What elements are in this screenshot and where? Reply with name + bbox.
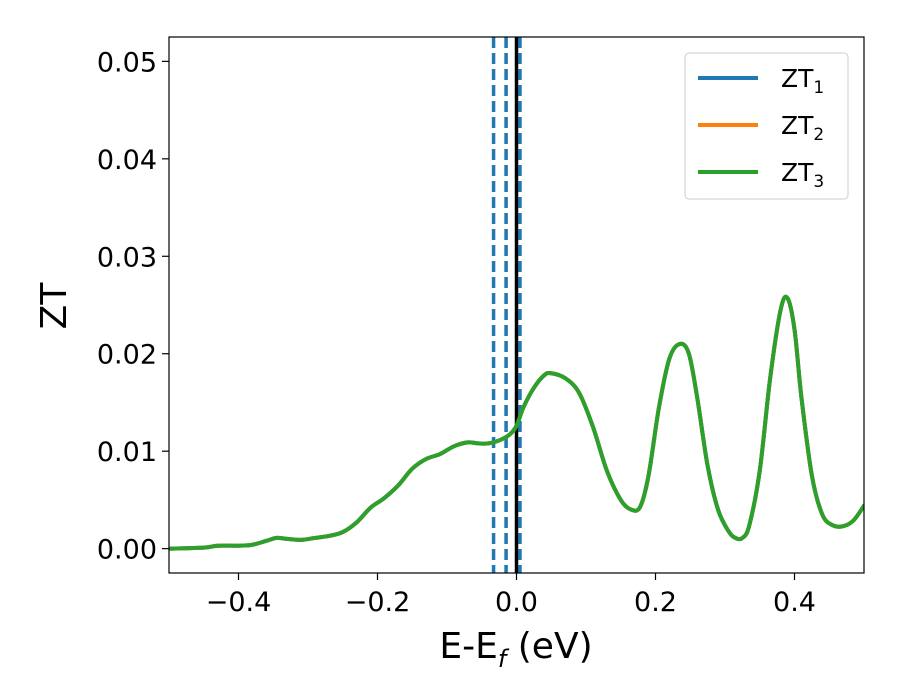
x-tick-label: 0.4 [773,587,816,618]
x-axis-title: E-Ef (eV) [439,626,592,673]
y-tick-label: 0.04 [97,145,157,176]
legend-sub-zt1: 1 [813,78,824,98]
y-axis: 0.00 0.01 0.02 0.03 0.04 0.05 [97,47,169,565]
legend: ZT1 ZT2 ZT3 [685,53,848,199]
legend-label-zt2: ZT [781,111,814,140]
x-tick-label: 0.0 [495,587,538,618]
x-tick-label: −0.2 [345,587,411,618]
y-tick-label: 0.01 [97,437,157,468]
y-axis-title: ZT [34,282,75,330]
legend-sub-zt2: 2 [813,125,824,145]
y-tick-label: 0.03 [97,242,157,273]
y-tick-label: 0.05 [97,47,157,78]
x-tick-label: 0.2 [634,587,677,618]
y-tick-label: 0.02 [97,340,157,371]
legend-label-zt1: ZT [781,64,814,93]
y-tick-label: 0.00 [97,535,157,566]
x-tick-label: −0.4 [206,587,272,618]
x-axis: −0.4 −0.2 0.0 0.2 0.4 [206,573,816,618]
legend-label-zt3: ZT [781,158,814,187]
legend-sub-zt3: 3 [813,172,824,192]
